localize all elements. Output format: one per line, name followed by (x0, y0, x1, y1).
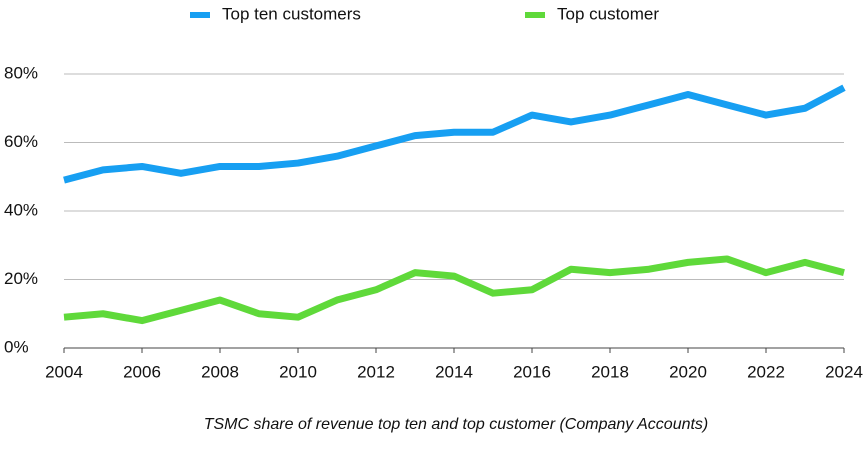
series-line (63, 84, 846, 184)
caption: TSMC share of revenue top ten and top cu… (204, 416, 709, 433)
legend-label: Top ten customers (222, 4, 361, 23)
x-tick-label: 2022 (747, 362, 785, 381)
y-tick-label: 60% (4, 132, 38, 151)
x-tick-label: 2016 (513, 362, 551, 381)
y-tick-label: 40% (4, 200, 38, 219)
x-tick-label: 2004 (45, 362, 83, 381)
x-tick-label: 2010 (279, 362, 317, 381)
x-tick-label: 2018 (591, 362, 629, 381)
x-tick-label: 2006 (123, 362, 161, 381)
x-tick-label: 2008 (201, 362, 239, 381)
x-tick-label: 2020 (669, 362, 707, 381)
y-tick-label: 80% (4, 63, 38, 82)
legend-label: Top customer (557, 4, 659, 23)
x-tick-label: 2024 (825, 362, 863, 381)
y-tick-label: 20% (4, 269, 38, 288)
y-tick-label: 0% (4, 337, 29, 356)
x-tick-label: 2012 (357, 362, 395, 381)
series-line (63, 255, 845, 325)
x-tick-label: 2014 (435, 362, 473, 381)
